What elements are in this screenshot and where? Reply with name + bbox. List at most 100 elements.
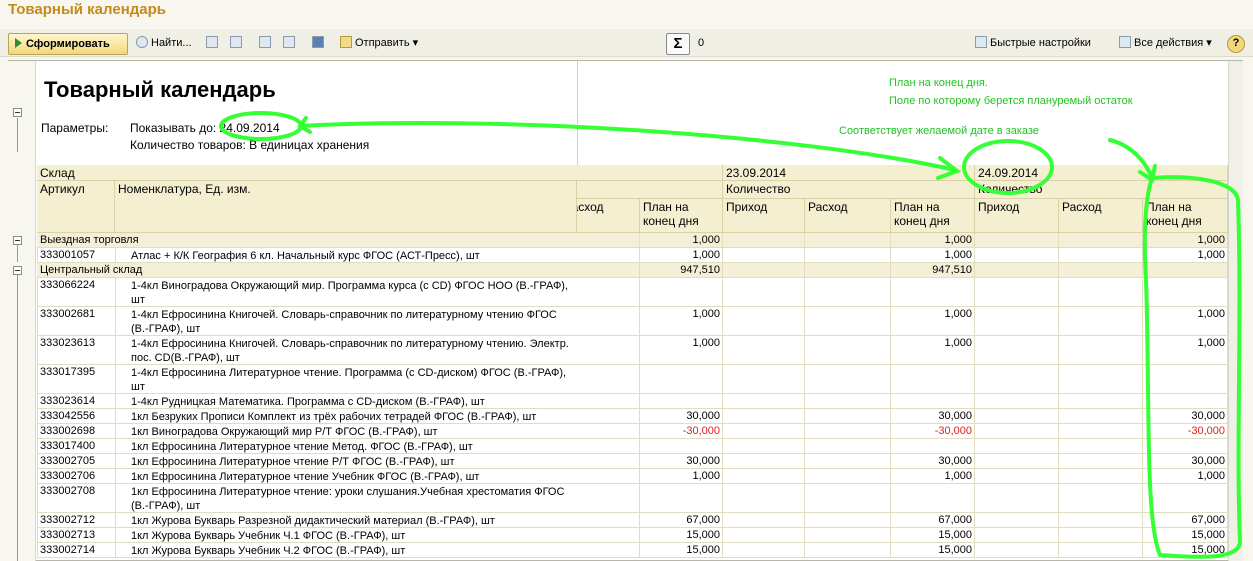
plan-value: 1,000 <box>692 470 720 482</box>
plan-value: 67,000 <box>1191 514 1225 526</box>
cell-border <box>1058 365 1059 394</box>
cell-border <box>639 409 640 424</box>
plan-value: 30,000 <box>1191 455 1225 467</box>
cell-border <box>639 336 640 365</box>
plan-value: 15,000 <box>938 529 972 541</box>
cell-border <box>1142 439 1143 454</box>
column-header: Расход <box>805 199 891 233</box>
plan-value: 67,000 <box>938 514 972 526</box>
item-article: 333002714 <box>40 544 96 556</box>
cell-border <box>1142 528 1143 543</box>
generate-button[interactable]: Сформировать <box>8 33 128 55</box>
cell-border <box>974 394 975 409</box>
cell-border <box>1058 307 1059 336</box>
plan-value: -30,000 <box>934 425 972 437</box>
item-name: 1кл Виноградова Окружающий мир Р/Т ФГОС … <box>131 426 438 438</box>
generate-label: Сформировать <box>26 38 110 50</box>
find-button[interactable]: Найти... <box>136 33 198 53</box>
item-name: 1кл Ефросинина Литературное чтение Р/Т Ф… <box>131 456 455 468</box>
cell-border <box>37 454 38 469</box>
collapse-toggle[interactable] <box>13 236 22 245</box>
cell-border <box>890 543 891 558</box>
cell-border <box>974 543 975 558</box>
cell-border <box>37 336 38 365</box>
cell-border <box>37 469 38 484</box>
item-name: 1-4кл Рудницкая Математика. Программа с … <box>131 396 485 408</box>
plan-value: 30,000 <box>686 410 720 422</box>
save-button[interactable] <box>312 33 330 53</box>
cell-border <box>639 543 640 558</box>
cell-border <box>639 424 640 439</box>
cell-border <box>974 248 975 263</box>
sum-button[interactable]: Σ <box>666 33 690 55</box>
cell-border <box>804 278 805 307</box>
plan-value: 1,000 <box>692 308 720 320</box>
help-button[interactable]: ? <box>1227 35 1245 53</box>
cell-border <box>890 484 891 513</box>
print-button[interactable] <box>259 33 277 53</box>
cell-border <box>890 233 891 248</box>
cell-border <box>639 513 640 528</box>
cell-border <box>1142 248 1143 263</box>
cell-border <box>115 543 116 558</box>
cell-border <box>115 307 116 336</box>
cell-border <box>890 307 891 336</box>
item-name: 1кл Журова Букварь Разрезной дидактическ… <box>131 515 495 527</box>
collapse-toggle[interactable] <box>13 108 22 117</box>
cell-border <box>115 424 116 439</box>
quantity-header: Количество <box>975 181 1228 199</box>
all-actions-button[interactable]: Все действия ▾ <box>1119 33 1219 53</box>
plan-value: 1,000 <box>1197 234 1225 246</box>
cell-border <box>890 513 891 528</box>
cell-border <box>639 439 640 454</box>
column-header: План на конец дня <box>640 199 723 233</box>
cell-border <box>804 394 805 409</box>
plan-value: 1,000 <box>944 234 972 246</box>
report-title: Товарный календарь <box>44 77 276 102</box>
cell-border <box>722 263 723 278</box>
tool-button[interactable] <box>230 33 248 53</box>
cell-border <box>722 469 723 484</box>
cell-border <box>639 248 640 263</box>
cell-border <box>37 409 38 424</box>
cell-border <box>974 439 975 454</box>
cell-border <box>890 439 891 454</box>
cell-border <box>722 365 723 394</box>
cell-border <box>37 528 38 543</box>
cell-border <box>890 278 891 307</box>
cell-border <box>115 336 116 365</box>
plan-value: 1,000 <box>1197 308 1225 320</box>
cell-border <box>1227 307 1228 336</box>
cell-border <box>974 469 975 484</box>
annotation: План на конец дня. <box>889 77 988 89</box>
cell-border <box>890 336 891 365</box>
send-button[interactable]: Отправить ▾ <box>340 33 426 53</box>
annotation: Поле по которому берется планурeмый оста… <box>889 95 1133 107</box>
item-name: Атлас + К/К География 6 кл. Начальный ку… <box>131 250 480 262</box>
cell-border <box>1227 543 1228 558</box>
cell-border <box>115 278 116 307</box>
quick-settings-button[interactable]: Быстрые настройки <box>975 33 1099 53</box>
item-article: 333002712 <box>40 514 96 526</box>
window-title: Товарный календарь <box>8 1 166 18</box>
cell-border <box>1142 307 1143 336</box>
plan-value: 30,000 <box>938 455 972 467</box>
quick-settings-label: Быстрые настройки <box>990 37 1091 49</box>
grouping-gutter <box>8 61 36 561</box>
sum-value: 0 <box>698 37 705 49</box>
cell-border <box>890 365 891 394</box>
cell-border <box>890 394 891 409</box>
cell-border <box>974 263 975 278</box>
preview-button[interactable] <box>283 33 301 53</box>
cell-border <box>974 233 975 248</box>
plan-value: 30,000 <box>938 410 972 422</box>
date-header: 23.09.2014 <box>723 165 975 181</box>
item-name: 1кл Ефросинина Литературное чтение: урок… <box>131 486 565 512</box>
all-actions-label: Все действия <box>1134 37 1204 49</box>
row-border <box>37 262 1228 263</box>
item-article: 333066224 <box>40 279 96 291</box>
cell-border <box>1227 394 1228 409</box>
tool-button[interactable] <box>206 33 224 53</box>
collapse-toggle[interactable] <box>13 266 22 275</box>
cell-border <box>1058 469 1059 484</box>
